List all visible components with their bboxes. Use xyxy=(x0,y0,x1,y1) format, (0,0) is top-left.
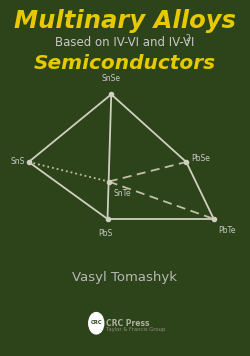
Text: SnTe: SnTe xyxy=(113,189,131,198)
Text: Semiconductors: Semiconductors xyxy=(34,54,216,73)
Text: SnS: SnS xyxy=(10,157,25,167)
Text: 2: 2 xyxy=(186,34,190,43)
Text: PbSe: PbSe xyxy=(191,154,210,163)
Text: CRC: CRC xyxy=(90,320,102,325)
Text: SnSe: SnSe xyxy=(102,74,121,83)
Text: Multinary Alloys: Multinary Alloys xyxy=(14,9,236,33)
Circle shape xyxy=(89,313,104,334)
Text: Based on IV-VI and IV-VI: Based on IV-VI and IV-VI xyxy=(55,36,195,49)
Text: CRC Press: CRC Press xyxy=(106,319,150,328)
Text: PbTe: PbTe xyxy=(218,226,236,235)
Text: Taylor & Francis Group: Taylor & Francis Group xyxy=(106,327,166,332)
Text: Vasyl Tomashyk: Vasyl Tomashyk xyxy=(72,271,178,284)
Text: PbS: PbS xyxy=(98,229,112,238)
